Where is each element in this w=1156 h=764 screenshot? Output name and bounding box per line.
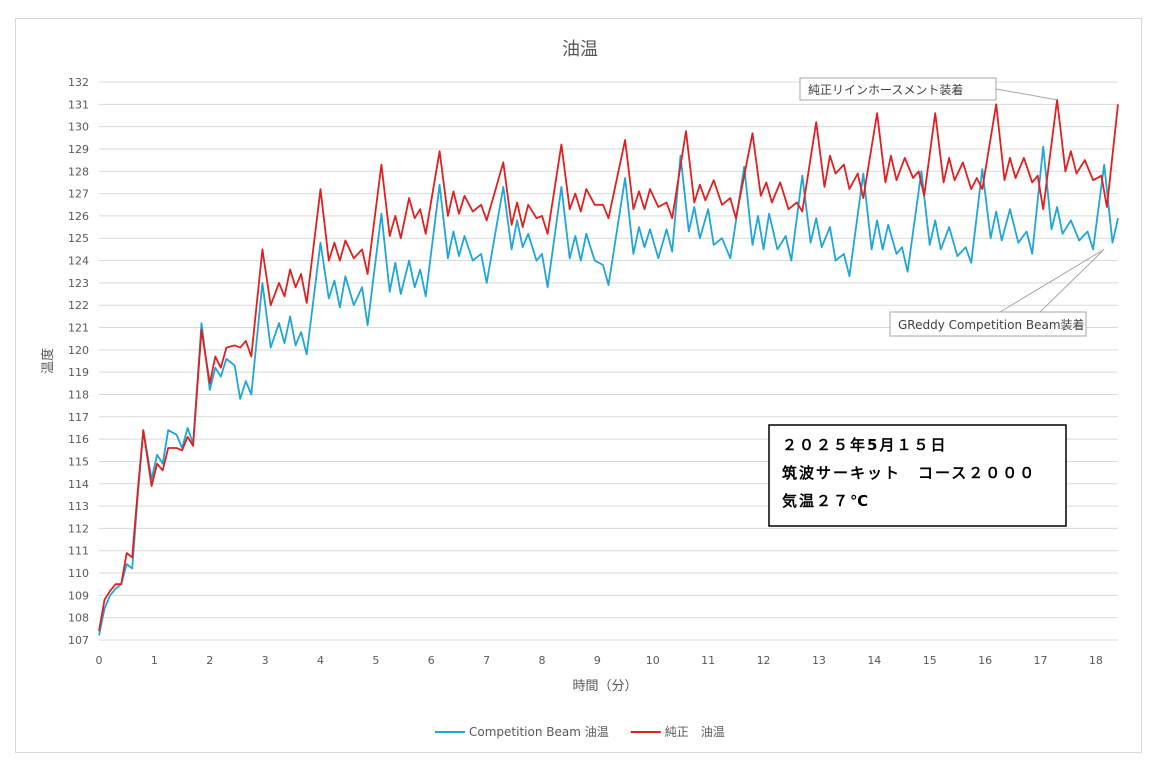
y-tick-label-121: 121 xyxy=(68,322,89,335)
y-tick-label-123: 123 xyxy=(68,277,89,290)
x-tick-label-7: 7 xyxy=(483,654,490,667)
legend: Competition Beam 油温 純正 油温 xyxy=(435,725,725,739)
series-line-1 xyxy=(98,99,1119,632)
x-tick-label-15: 15 xyxy=(923,654,937,667)
y-tick-label-129: 129 xyxy=(68,143,89,156)
y-tick-label-112: 112 xyxy=(68,522,89,535)
x-tick-label-12: 12 xyxy=(757,654,771,667)
x-tick-label-13: 13 xyxy=(812,654,826,667)
info-box-border xyxy=(768,424,1067,527)
callout-text-1: 純正リインホースメント装着 xyxy=(808,82,963,97)
callout-leader-1 xyxy=(995,88,1058,101)
x-axis-ticks: 0 1 2 3 4 5 6 7 8 9 10 11 12 13 14 15 16 17 18 xyxy=(96,654,1103,667)
y-tick-label-117: 117 xyxy=(68,411,89,424)
info-line-1: ２０２５年5月１５日 xyxy=(782,436,947,454)
y-tick-label-124: 124 xyxy=(68,255,89,268)
grid xyxy=(99,81,1118,641)
x-tick-label-1: 1 xyxy=(151,654,158,667)
x-tick-label-17: 17 xyxy=(1033,654,1047,667)
x-tick-label-18: 18 xyxy=(1089,654,1103,667)
y-tick-label-126: 126 xyxy=(68,210,89,223)
x-tick-label-6: 6 xyxy=(428,654,435,667)
y-tick-label-107: 107 xyxy=(68,634,89,647)
y-tick-label-128: 128 xyxy=(68,165,89,178)
x-tick-label-0: 0 xyxy=(96,654,103,667)
callout-box-1 xyxy=(799,77,997,101)
chart-title: 油温 xyxy=(562,39,598,60)
callout-box-2 xyxy=(889,311,1087,337)
y-tick-label-113: 113 xyxy=(68,500,89,513)
y-tick-label-118: 118 xyxy=(68,388,89,401)
x-tick-label-4: 4 xyxy=(317,654,324,667)
info-line-2: 筑波サーキット コース２０００ xyxy=(781,464,1036,482)
legend-label-0: Competition Beam 油温 xyxy=(469,725,609,739)
x-tick-label-14: 14 xyxy=(867,654,881,667)
y-tick-label-110: 110 xyxy=(68,567,89,580)
x-tick-label-9: 9 xyxy=(594,654,601,667)
y-tick-label-132: 132 xyxy=(68,76,89,89)
x-tick-label-11: 11 xyxy=(701,654,715,667)
y-tick-label-111: 111 xyxy=(68,545,89,558)
series-line-0 xyxy=(98,145,1119,636)
x-tick-label-8: 8 xyxy=(539,654,546,667)
y-axis-ticks: 107 108 109 110 111 112 113 114 115 116 117 118 119 1… xyxy=(68,76,89,647)
y-tick-label-120: 120 xyxy=(68,344,89,357)
callout-text-2: GReddy Competition Beam装着 xyxy=(898,317,1085,332)
x-axis-label: 時間（分） xyxy=(572,679,637,694)
x-tick-label-5: 5 xyxy=(372,654,379,667)
series-lines xyxy=(98,99,1119,636)
x-tick-label-10: 10 xyxy=(646,654,660,667)
y-axis-label: 温度 xyxy=(40,348,56,374)
y-tick-label-114: 114 xyxy=(68,478,89,491)
y-tick-label-109: 109 xyxy=(68,589,89,602)
x-tick-label-3: 3 xyxy=(262,654,269,667)
annotations: 純正リインホースメント装着 GReddy Competition Beam装着 xyxy=(799,77,1105,337)
y-tick-label-131: 131 xyxy=(68,98,89,111)
y-tick-label-130: 130 xyxy=(68,121,89,134)
y-tick-label-125: 125 xyxy=(68,232,89,245)
legend-label-1: 純正 油温 xyxy=(665,725,725,739)
x-tick-label-16: 16 xyxy=(978,654,992,667)
y-tick-label-115: 115 xyxy=(68,455,89,468)
x-tick-label-2: 2 xyxy=(206,654,213,667)
y-tick-label-127: 127 xyxy=(68,188,89,201)
y-tick-label-122: 122 xyxy=(68,299,89,312)
y-tick-label-108: 108 xyxy=(68,612,89,625)
info-line-3: 気温２７℃ xyxy=(782,492,870,510)
y-tick-label-119: 119 xyxy=(68,366,89,379)
chart-frame xyxy=(15,18,1142,753)
y-tick-label-116: 116 xyxy=(68,433,89,446)
callout-leader-2b xyxy=(1039,251,1103,313)
callout-leader-2a xyxy=(999,248,1105,313)
